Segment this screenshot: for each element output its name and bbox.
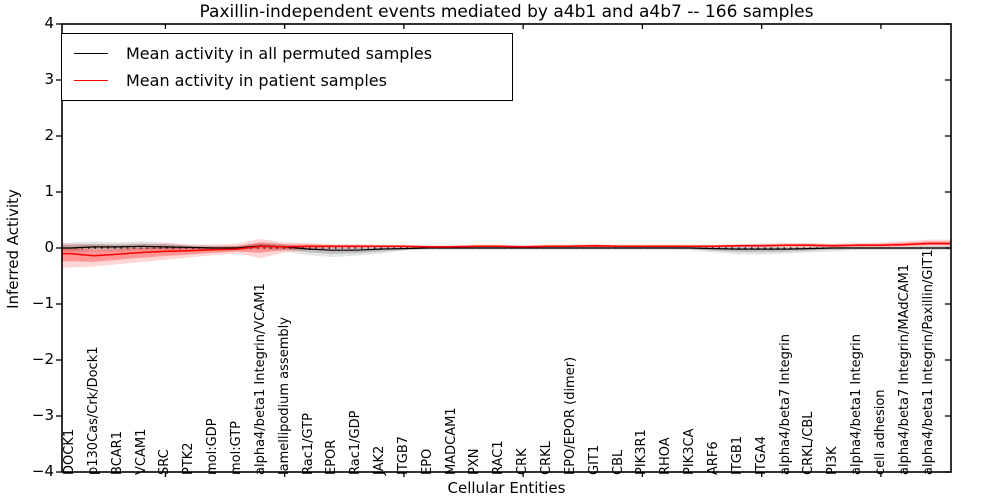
x-tick-label: mol:GTP bbox=[228, 421, 244, 475]
x-tick-wrap: alpha4/beta1 Integrin/Paxillin/GIT1 bbox=[921, 249, 1000, 489]
y-tick-label: −2 bbox=[31, 350, 54, 368]
x-tick-label: CBL bbox=[610, 449, 626, 475]
x-tick-label: alpha4/beta1 Integrin/Paxillin/GIT1 bbox=[920, 249, 936, 475]
x-tick-label: cell adhesion bbox=[872, 389, 888, 475]
legend-label-patient: Mean activity in patient samples bbox=[126, 71, 387, 90]
y-tick-label: 3 bbox=[44, 70, 54, 88]
x-tick-label: mol:GDP bbox=[205, 418, 221, 475]
x-tick-label: ARF6 bbox=[705, 441, 721, 475]
chart-title: Paxillin-independent events mediated by … bbox=[199, 2, 814, 22]
x-tick-label: SRC bbox=[157, 449, 173, 475]
permuted-mean-line bbox=[62, 245, 951, 251]
permuted-band-inner bbox=[62, 243, 951, 254]
x-tick-label: CRKL bbox=[539, 441, 554, 475]
x-axis-label: Cellular Entities bbox=[447, 479, 566, 497]
x-tick-label: PTK2 bbox=[181, 442, 197, 475]
x-tick-label: MADCAM1 bbox=[443, 407, 459, 475]
legend-line-red-icon bbox=[74, 80, 108, 81]
x-tick-label: p130Cas/Crk/Dock1 bbox=[85, 346, 101, 475]
x-tick-label: PIK3R1 bbox=[634, 429, 650, 475]
x-tick-label: EPO/EPOR (dimer) bbox=[562, 356, 578, 475]
legend-entry-patient: Mean activity in patient samples bbox=[62, 71, 512, 90]
x-tick-label: CRKL/CBL bbox=[801, 411, 817, 476]
x-tick-label: alpha4/beta1 Integrin/VCAM1 bbox=[252, 283, 268, 475]
permuted-band-outer bbox=[62, 241, 951, 257]
y-tick-label: 0 bbox=[44, 238, 54, 256]
legend-label-permuted: Mean activity in all permuted samples bbox=[126, 44, 433, 63]
x-tick-label: lamellipodium assembly bbox=[276, 317, 292, 475]
x-tick-wrap: CBL bbox=[611, 450, 637, 489]
x-tick-label: CRK bbox=[515, 448, 531, 475]
y-tick-label: −1 bbox=[31, 294, 54, 312]
y-tick-label: 2 bbox=[44, 126, 54, 144]
y-tick-label: −4 bbox=[31, 462, 54, 480]
x-tick-label: alpha4/beta1 Integrin bbox=[849, 333, 865, 475]
x-tick-label: PIK3CA bbox=[682, 428, 698, 475]
x-tick-label: ITGB1 bbox=[729, 435, 745, 475]
x-tick-label: Rac1/GDP bbox=[348, 410, 364, 475]
x-tick-label: PI3K bbox=[825, 446, 841, 475]
x-tick-label: RHOA bbox=[658, 437, 674, 475]
legend-line-black-icon bbox=[74, 53, 108, 54]
x-tick-label: alpha4/beta7 Integrin bbox=[777, 333, 793, 475]
x-tick-label: ITGA4 bbox=[753, 435, 769, 475]
y-tick-label: 4 bbox=[44, 14, 54, 32]
x-tick-label: VCAM1 bbox=[133, 428, 149, 475]
x-tick-label: DOCK1 bbox=[62, 428, 77, 475]
x-tick-label: GIT1 bbox=[586, 444, 602, 475]
patient-mean-line bbox=[62, 242, 951, 257]
y-tick-label: −3 bbox=[31, 406, 54, 424]
x-tick-label: Rac1/GTP bbox=[300, 413, 316, 475]
x-tick-label: EPOR bbox=[324, 439, 340, 475]
y-tick-label: 1 bbox=[44, 182, 54, 200]
x-tick-label: RAC1 bbox=[491, 440, 507, 475]
x-tick-label: ITGB7 bbox=[395, 435, 411, 475]
x-tick-label: PXN bbox=[467, 448, 483, 475]
x-tick-label: JAK2 bbox=[372, 445, 388, 475]
x-tick-label: BCAR1 bbox=[109, 431, 125, 475]
legend-entry-permuted: Mean activity in all permuted samples bbox=[62, 44, 512, 63]
x-tick-label: alpha4/beta7 Integrin/MAdCAM1 bbox=[896, 264, 912, 475]
legend: Mean activity in all permuted samples Me… bbox=[61, 33, 513, 101]
x-tick-label: EPO bbox=[419, 448, 435, 475]
